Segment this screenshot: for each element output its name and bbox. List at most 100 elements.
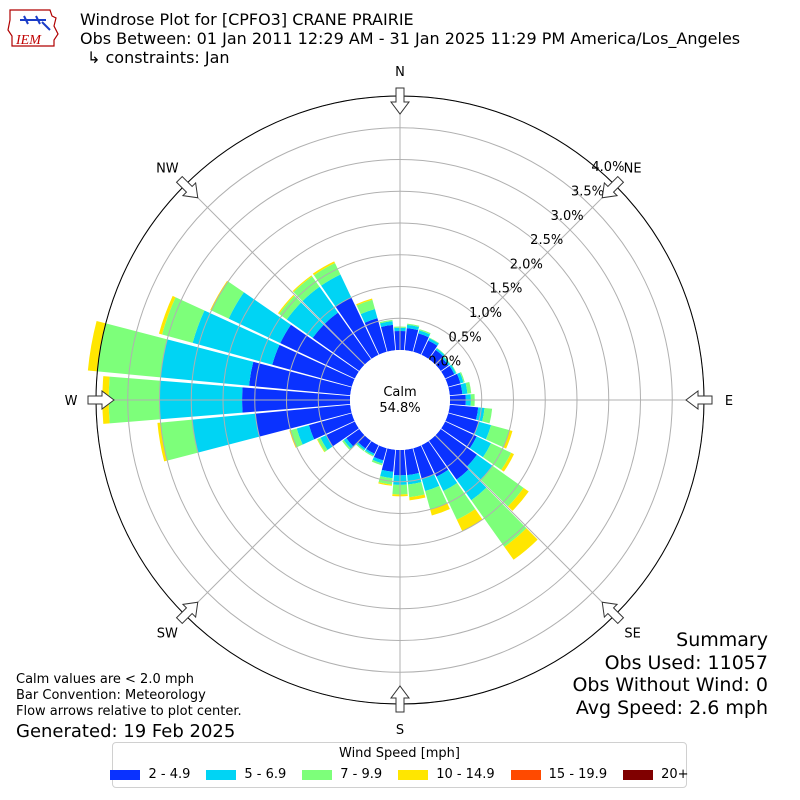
legend-swatch [398, 769, 429, 780]
bar-segment [280, 324, 359, 379]
bar-segment [272, 344, 355, 387]
bar-segment [277, 294, 295, 315]
bar-segment [372, 457, 384, 464]
bar-segment [407, 323, 420, 328]
bar-segment [435, 348, 445, 357]
bar-segment [428, 338, 439, 346]
bar-segment [474, 421, 492, 440]
calm-value: 54.8% [379, 401, 420, 416]
bar-segment [404, 448, 420, 476]
legend-item: 10 - 14.9 [398, 767, 495, 782]
radial-tick-label: 1.5% [489, 282, 522, 297]
arrows-note: Flow arrows relative to plot center. [16, 704, 242, 719]
bar-segment [503, 430, 513, 449]
logo-text: IEM [15, 33, 42, 48]
direction-label: S [396, 723, 404, 738]
bar-segment [326, 421, 359, 447]
bar-segment [308, 413, 355, 440]
bar-segment [380, 321, 393, 328]
legend-item: 15 - 19.9 [510, 767, 608, 782]
bar-segment [160, 339, 254, 386]
bar-segment [364, 450, 374, 457]
convention-note: Bar Convention: Meteorology [16, 688, 206, 703]
bar-segment [482, 407, 493, 424]
bar-segment [413, 445, 435, 479]
bar-segment [365, 448, 375, 456]
legend-label: 7 - 9.9 [340, 767, 383, 782]
bar-segment [471, 487, 527, 547]
direction-labels: N NE E SE S SW W NW [65, 65, 734, 738]
bar-segment [421, 474, 440, 492]
bar-segment [425, 485, 448, 510]
bar-segment [441, 421, 477, 449]
flow-arrow [175, 175, 199, 199]
bar-segment [404, 328, 419, 352]
bar-segment [469, 436, 492, 458]
bar-segment [317, 437, 328, 452]
flow-arrow [685, 390, 713, 410]
bar-segment [407, 472, 422, 485]
bar-segment [373, 445, 387, 461]
bar-segment [480, 465, 524, 507]
bar-segment [504, 528, 538, 560]
constraints-text: ↳ constraints: Jan [87, 48, 230, 67]
obs-used: Obs Used: 11057 [604, 651, 768, 674]
legend-label: 20+ [661, 767, 689, 782]
radial-tick-label: 4.0% [591, 160, 624, 175]
legend: Wind Speed [mph] 2 - 4.9 5 - 6.9 7 - 9.9 10… [110, 742, 689, 788]
legend-items: 2 - 4.9 5 - 6.9 7 - 9.9 10 - 14.9 15 - 19.9 2… [110, 767, 689, 782]
legend-label: 5 - 6.9 [244, 767, 287, 782]
grid-spoke [435, 435, 616, 616]
bar-segment [343, 438, 354, 449]
bar-segment [418, 330, 431, 338]
bar-segment [443, 356, 451, 365]
bar-segment [87, 320, 106, 372]
bar-segment [459, 372, 465, 383]
bar-segment [448, 384, 463, 396]
bar-segment [286, 302, 324, 338]
grid-spoke [184, 184, 365, 365]
calm-label: Calm [383, 385, 416, 400]
legend-swatch [510, 769, 541, 780]
legend-swatch [206, 769, 237, 780]
avg-speed: Avg Speed: 2.6 mph [575, 696, 768, 719]
bar-segment [360, 308, 378, 323]
bar-segment [255, 404, 352, 437]
bar-segment [406, 324, 420, 331]
bar-segment [211, 281, 244, 319]
bar-segment [419, 329, 431, 335]
radial-tick-label: 3.0% [551, 209, 584, 224]
bar-segment [192, 310, 280, 365]
bar-segment [302, 286, 338, 324]
generated-date: Generated: 19 Feb 2025 [16, 721, 236, 742]
bar-segment [358, 435, 372, 449]
bar-segment [160, 419, 198, 461]
flow-arrow [87, 390, 115, 410]
bar-segment [436, 347, 445, 355]
direction-label: N [395, 65, 405, 80]
bar-segment [312, 324, 365, 372]
bar-segment [380, 324, 396, 352]
bar-segment [228, 292, 291, 344]
bar-segment [407, 482, 425, 498]
bar-segment [485, 425, 510, 448]
bar-segment [456, 509, 483, 532]
bar-segment [324, 312, 372, 365]
legend-label: 15 - 19.9 [548, 767, 608, 782]
bar-segment [456, 469, 487, 501]
obs-without-wind: Obs Without Wind: 0 [572, 674, 768, 696]
bar-segment [435, 358, 449, 372]
direction-label: NW [156, 161, 179, 176]
bar-segment [409, 494, 426, 501]
flow-arrow [601, 175, 625, 199]
flow-arrow [175, 601, 199, 625]
bar-segment [428, 435, 469, 480]
radial-tick-label: 3.5% [571, 184, 604, 199]
bar-segment [316, 439, 325, 453]
notes-block: Calm values are < 2.0 mph Bar Convention… [16, 672, 242, 743]
bar-segment [501, 452, 515, 472]
bar-segment [430, 503, 450, 516]
bar-segment [364, 318, 387, 355]
bar-segment [429, 337, 440, 344]
